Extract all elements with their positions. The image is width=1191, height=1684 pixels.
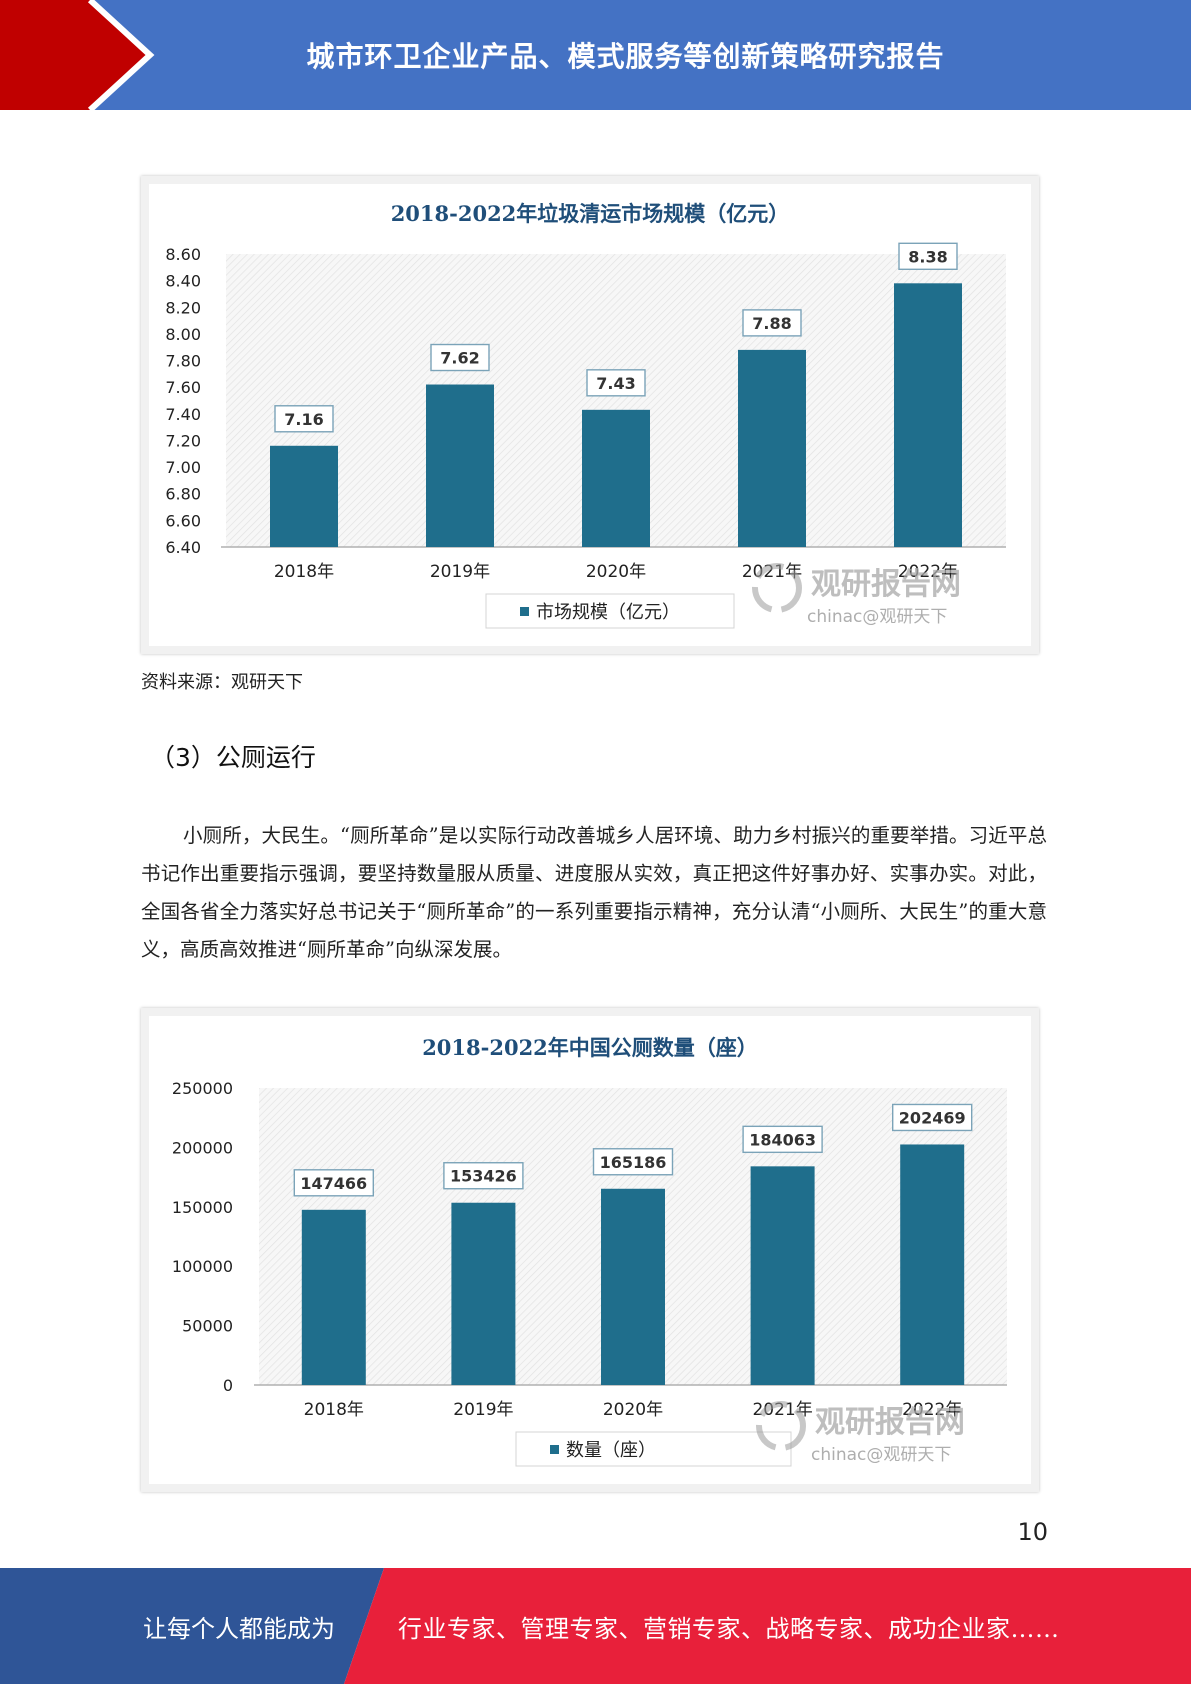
data-label: 202469 bbox=[899, 1108, 966, 1127]
watermark-logo bbox=[752, 563, 802, 613]
bar bbox=[270, 445, 338, 547]
data-label-box bbox=[430, 343, 490, 372]
footer-slogan-left: 让每个人都能成为 bbox=[143, 1614, 335, 1643]
data-label-box bbox=[443, 1162, 524, 1190]
y-tick-label: 50000 bbox=[182, 1317, 233, 1336]
y-tick-label: 6.60 bbox=[165, 511, 201, 530]
data-label-box bbox=[592, 1148, 674, 1176]
legend-swatch bbox=[550, 1445, 559, 1454]
body-paragraph: 小厕所，大民生。“厕所革命”是以实际行动改善城乡人居环境、助力乡村振兴的重要举措… bbox=[141, 824, 1047, 961]
data-label-box bbox=[898, 242, 958, 271]
x-tick-label: 2021年 bbox=[742, 562, 802, 582]
bar bbox=[426, 384, 494, 547]
legend-swatch bbox=[520, 607, 529, 616]
page-footer: 让每个人都能成为 行业专家、管理专家、营销专家、战略专家、成功企业家…… bbox=[0, 1568, 1191, 1684]
bar bbox=[750, 1166, 815, 1385]
y-tick-label: 200000 bbox=[172, 1138, 233, 1157]
footer-slogan-right: 行业专家、管理专家、营销专家、战略专家、成功企业家…… bbox=[398, 1614, 1060, 1643]
y-tick-label: 6.80 bbox=[165, 485, 201, 504]
data-label-box bbox=[892, 1103, 973, 1132]
y-tick-label: 7.00 bbox=[165, 458, 201, 477]
watermark-logo bbox=[756, 1401, 806, 1451]
x-tick-label: 2020年 bbox=[603, 1400, 663, 1420]
data-label: 153426 bbox=[450, 1167, 517, 1186]
data-label: 7.62 bbox=[440, 349, 479, 368]
page-header: 城市环卫企业产品、模式服务等创新策略研究报告 bbox=[0, 0, 1191, 110]
data-label-box bbox=[742, 309, 802, 337]
x-tick-label: 2019年 bbox=[430, 562, 490, 582]
bar bbox=[451, 1202, 516, 1385]
data-label: 7.16 bbox=[284, 410, 323, 429]
y-tick-label: 7.60 bbox=[165, 378, 201, 397]
data-label: 165186 bbox=[600, 1153, 667, 1172]
y-tick-label: 8.00 bbox=[165, 325, 201, 344]
data-label-box bbox=[274, 405, 334, 433]
y-tick-label: 250000 bbox=[172, 1079, 233, 1098]
legend-label: 数量（座） bbox=[566, 1440, 656, 1461]
x-tick-label: 2020年 bbox=[586, 562, 646, 582]
page-number: 10 bbox=[1017, 1518, 1048, 1546]
chart-waste-collection-svg: 2018-2022年垃圾清运市场规模（亿元） 6.40 6.60 6.80 7.00 7.… bbox=[165, 201, 1006, 629]
watermark-brand: 观研报告网 bbox=[811, 567, 961, 602]
watermark-brand: 观研报告网 bbox=[815, 1405, 965, 1440]
section-heading: （3）公厕运行 bbox=[150, 743, 316, 772]
header-band bbox=[0, 0, 1191, 110]
data-label-box bbox=[586, 369, 646, 397]
data-label-box bbox=[742, 1125, 823, 1154]
legend-box bbox=[515, 1431, 792, 1467]
legend-box bbox=[485, 593, 735, 629]
x-tick-label: 2018年 bbox=[304, 1400, 364, 1420]
watermark-sub: chinac@观研天下 bbox=[807, 607, 947, 627]
x-tick-label: 2022年 bbox=[902, 1400, 962, 1420]
data-label: 147466 bbox=[300, 1174, 367, 1193]
y-tick-label: 7.20 bbox=[165, 431, 201, 450]
bar bbox=[301, 1209, 366, 1385]
bar bbox=[738, 349, 806, 547]
data-label: 8.38 bbox=[908, 247, 947, 266]
bar bbox=[582, 409, 650, 547]
y-tick-label: 0 bbox=[223, 1376, 233, 1395]
x-tick-label: 2018年 bbox=[274, 562, 334, 582]
y-tick-label: 7.40 bbox=[165, 405, 201, 424]
bar bbox=[601, 1188, 665, 1385]
chart-public-toilets-svg: 2018-2022年中国公厕数量（座） 0 50000 100000 150000 200… bbox=[172, 1035, 1007, 1467]
x-tick-label: 2019年 bbox=[453, 1400, 513, 1420]
y-tick-label: 150000 bbox=[172, 1198, 233, 1217]
y-tick-label: 8.20 bbox=[165, 298, 201, 317]
legend-label: 市场规模（亿元） bbox=[536, 602, 680, 623]
y-tick-label: 7.80 bbox=[165, 352, 201, 371]
y-tick-label: 8.40 bbox=[165, 272, 201, 291]
y-tick-label: 6.40 bbox=[165, 538, 201, 557]
x-tick-label: 2022年 bbox=[898, 562, 958, 582]
footer-band bbox=[0, 1568, 1191, 1684]
chart-title: 2018-2022年中国公厕数量（座） bbox=[422, 1035, 758, 1060]
data-label: 184063 bbox=[749, 1130, 816, 1149]
chart-public-toilets: 2018-2022年中国公厕数量（座） 0 50000 100000 150000 200… bbox=[141, 1008, 1039, 1492]
data-label: 7.43 bbox=[596, 374, 635, 393]
watermark-sub: chinac@观研天下 bbox=[811, 1445, 951, 1465]
y-tick-label: 8.60 bbox=[165, 245, 201, 264]
report-title: 城市环卫企业产品、模式服务等创新策略研究报告 bbox=[306, 40, 945, 73]
bar bbox=[894, 283, 962, 547]
data-label: 7.88 bbox=[752, 314, 791, 333]
data-label-box bbox=[293, 1169, 375, 1197]
chart-title: 2018-2022年垃圾清运市场规模（亿元） bbox=[391, 201, 790, 226]
y-tick-label: 100000 bbox=[172, 1257, 233, 1276]
bar bbox=[900, 1144, 965, 1385]
source-note: 资料来源：观研天下 bbox=[141, 672, 303, 693]
chart-waste-collection: 2018-2022年垃圾清运市场规模（亿元） 6.40 6.60 6.80 7.00 7.… bbox=[141, 176, 1039, 654]
